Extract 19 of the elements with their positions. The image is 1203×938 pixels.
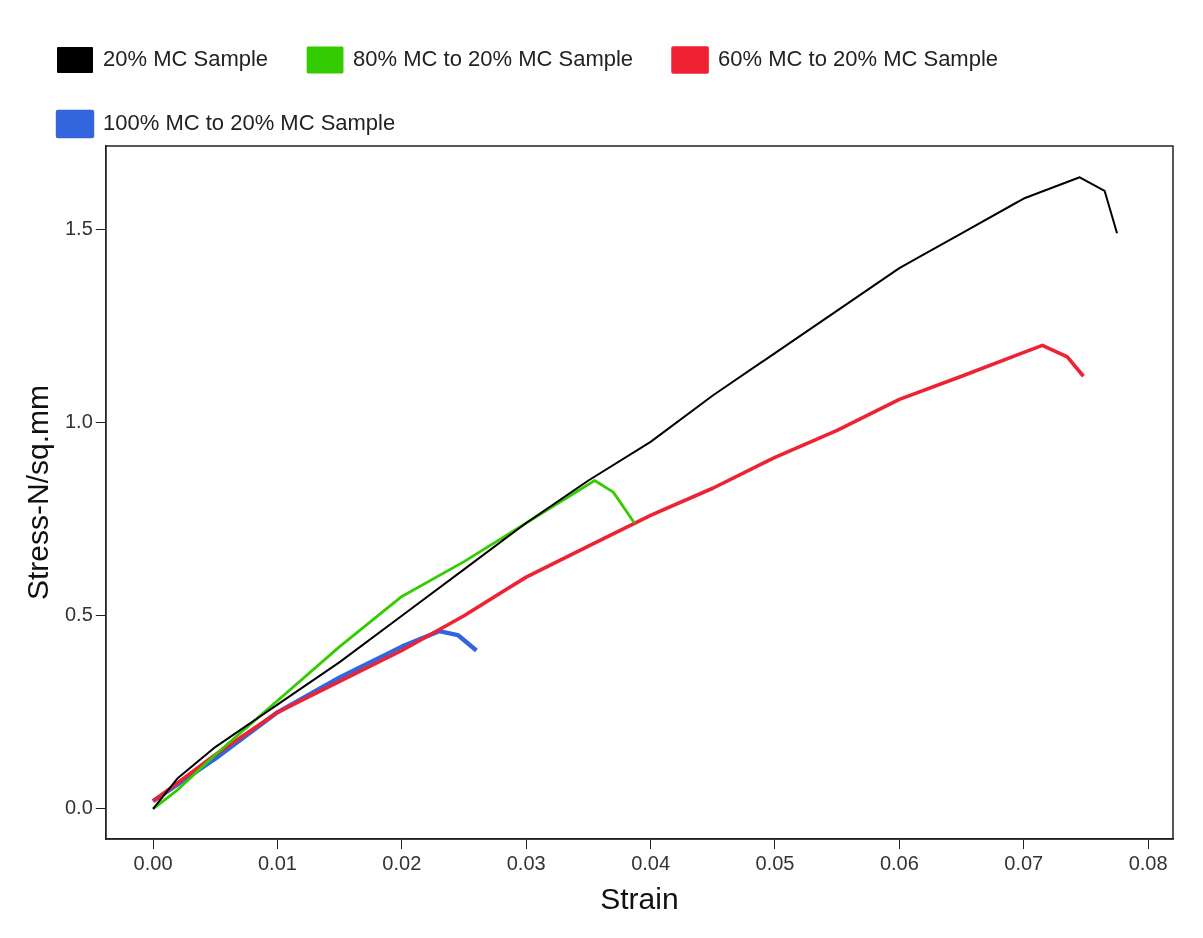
legend-label: 60% MC to 20% MC Sample bbox=[718, 46, 999, 72]
y-axis-title: Stress-N/sq.mm bbox=[21, 384, 55, 601]
x-tick-label: 0.08 bbox=[1128, 851, 1168, 874]
x-tick-label: 0.00 bbox=[133, 851, 173, 874]
y-tick-label: 1.0 bbox=[64, 410, 93, 433]
x-tick-label: 0.01 bbox=[257, 851, 297, 874]
legend-label: 80% MC to 20% MC Sample bbox=[353, 46, 634, 72]
legend-label: 20% MC Sample bbox=[103, 46, 269, 72]
legend-label: 100% MC to 20% MC Sample bbox=[103, 110, 396, 136]
x-tick-label: 0.06 bbox=[879, 851, 919, 874]
x-tick-label: 0.03 bbox=[506, 851, 546, 874]
x-tick-label: 0.02 bbox=[382, 851, 422, 874]
y-tick-label: 0.5 bbox=[64, 603, 93, 626]
y-tick-label: 1.5 bbox=[64, 216, 93, 239]
x-tick-label: 0.07 bbox=[1004, 851, 1044, 874]
x-axis-title: Strain bbox=[600, 882, 679, 916]
y-tick-label: 0.0 bbox=[64, 796, 93, 819]
x-tick-label: 0.05 bbox=[755, 851, 795, 874]
x-tick-label: 0.04 bbox=[631, 851, 671, 874]
